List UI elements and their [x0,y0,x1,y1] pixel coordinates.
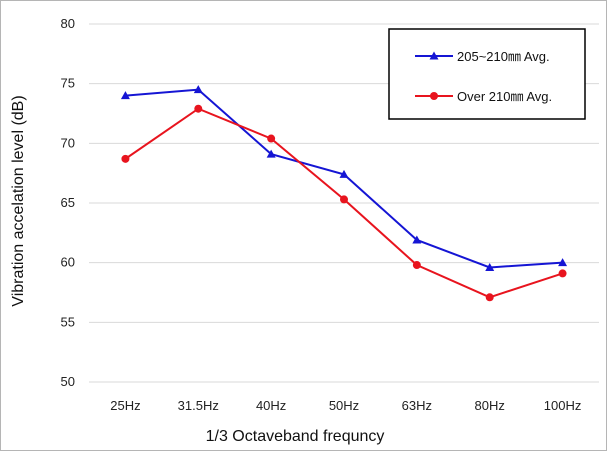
y-axis-label: Vibration accelation level (dB) [10,95,27,306]
y-tick-label: 70 [61,135,75,150]
x-tick-label: 50Hz [329,398,359,413]
data-point [121,154,130,163]
data-point [266,149,276,158]
x-tick-label: 100Hz [544,398,582,413]
y-tick-label: 75 [61,76,75,91]
data-point [412,261,421,270]
x-tick-label: 25Hz [110,398,140,413]
legend-label: 205~210㎜ Avg. [457,49,550,64]
data-point [267,134,276,143]
data-point [194,104,203,113]
legend: 205~210㎜ Avg. Over 210㎜ Avg. [388,28,586,120]
y-tick-label: 55 [61,314,75,329]
y-tick-label: 65 [61,195,75,210]
x-tick-label: 63Hz [402,398,432,413]
data-point [412,235,422,244]
y-axis-ticks: 50 55 60 65 70 75 80 [61,16,75,389]
triangle-marker-icon [429,51,439,60]
data-point [485,293,494,302]
x-axis-ticks: 25Hz 31.5Hz 40Hz 50Hz 63Hz 80Hz 100Hz [110,398,581,413]
data-point [340,195,348,204]
circle-marker-icon [430,92,438,100]
x-tick-label: 40Hz [256,398,286,413]
data-point [558,258,568,267]
data-series [120,85,568,302]
x-tick-label: 80Hz [475,398,505,413]
data-point [339,169,349,178]
series-1 [120,85,568,271]
legend-box [388,28,586,120]
legend-label: Over 210㎜ Avg. [457,89,552,104]
x-tick-label: 31.5Hz [178,398,219,413]
y-tick-label: 60 [61,255,75,270]
y-tick-label: 80 [61,16,75,31]
data-point [120,91,130,100]
data-point [485,262,495,271]
y-tick-label: 50 [61,374,75,389]
gridlines [89,23,599,383]
series-2 [121,104,567,302]
x-axis-label: 1/3 Octaveband frequncy [206,428,385,445]
data-point [558,269,567,278]
data-point [193,85,203,94]
